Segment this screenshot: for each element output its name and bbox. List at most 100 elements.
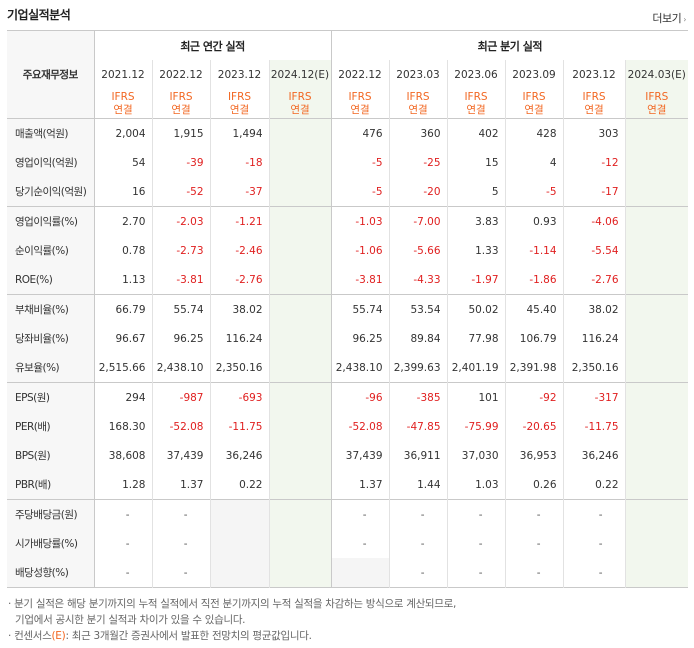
cell-quarter-2: 101 bbox=[446, 382, 506, 412]
note-3-prefix: · 컨센서스 bbox=[8, 630, 52, 642]
period-quarter-0: 2022.12 bbox=[330, 60, 390, 89]
cell-annual-3 bbox=[268, 353, 332, 383]
cell-quarter-4: 116.24 bbox=[562, 324, 626, 353]
cell-quarter-1: - bbox=[388, 529, 448, 558]
ifrs-bottom: 연결 bbox=[229, 103, 250, 116]
cell-quarter-5 bbox=[624, 294, 689, 324]
cell-quarter-0: 476 bbox=[330, 118, 390, 148]
cell-annual-1: 2,438.10 bbox=[151, 353, 210, 383]
cell-annual-3 bbox=[268, 529, 332, 558]
cell-quarter-2: 3.83 bbox=[446, 206, 506, 236]
cell-quarter-2: 50.02 bbox=[446, 294, 506, 324]
cell-quarter-0: -5 bbox=[330, 177, 390, 207]
cell-quarter-0: 1.37 bbox=[330, 470, 390, 500]
cell-annual-0: 2.70 bbox=[93, 206, 152, 236]
footnotes: · 분기 실적은 해당 분기까지의 누적 실적에서 직전 분기까지의 누적 실적… bbox=[8, 596, 688, 644]
more-link[interactable]: 더보기 › bbox=[652, 10, 686, 26]
ifrs-top: IFRS bbox=[288, 90, 312, 103]
row-label: EPS(원) bbox=[7, 382, 94, 412]
note-line-3: · 컨센서스(E): 최근 3개월간 증권사에서 발표한 전망치의 평균값입니다… bbox=[8, 628, 688, 644]
cell-quarter-5 bbox=[624, 324, 689, 353]
cell-annual-2: -37 bbox=[209, 177, 269, 207]
cell-annual-0: 54 bbox=[93, 148, 152, 177]
cell-quarter-5 bbox=[624, 441, 689, 470]
ifrs-bottom: 연결 bbox=[290, 103, 310, 116]
cell-annual-1: -2.03 bbox=[151, 206, 210, 236]
cell-quarter-5 bbox=[624, 558, 689, 588]
ifrs-bottom: 연결 bbox=[350, 103, 370, 116]
cell-quarter-0: - bbox=[330, 499, 390, 529]
cell-annual-0: 2,004 bbox=[93, 118, 152, 148]
note-3-suffix: : 최근 3개월간 증권사에서 발표한 전망치의 평균값입니다. bbox=[65, 630, 312, 642]
period-annual-1: 2022.12 bbox=[151, 60, 210, 89]
cell-quarter-0: -52.08 bbox=[330, 412, 390, 441]
ifrs-label: IFRS 연결 bbox=[209, 89, 269, 119]
cell-quarter-5 bbox=[624, 353, 689, 383]
cell-annual-0: - bbox=[93, 499, 152, 529]
cell-annual-0: 16 bbox=[93, 177, 152, 207]
cell-quarter-1: -5.66 bbox=[388, 236, 448, 265]
cell-quarter-5 bbox=[624, 206, 689, 236]
cell-quarter-5 bbox=[624, 529, 689, 558]
ifrs-top: IFRS bbox=[227, 90, 252, 103]
cell-quarter-2: 77.98 bbox=[446, 324, 506, 353]
cell-quarter-5 bbox=[624, 148, 689, 177]
ifrs-top: IFRS bbox=[464, 90, 488, 103]
cell-quarter-1: 53.54 bbox=[388, 294, 448, 324]
table-row: 매출액(억원) 2,004 1,915 1,494 476 360 402 428 303 bbox=[7, 118, 689, 148]
cell-quarter-0: 37,439 bbox=[330, 441, 390, 470]
cell-quarter-1: -47.85 bbox=[388, 412, 448, 441]
cell-quarter-2: 15 bbox=[446, 148, 506, 177]
cell-annual-2: 1,494 bbox=[209, 118, 269, 148]
cell-annual-2: 36,246 bbox=[209, 441, 269, 470]
cell-quarter-3: 0.26 bbox=[504, 470, 564, 500]
cell-annual-2: 2,350.16 bbox=[209, 353, 269, 383]
table-row: 유보율(%) 2,515.66 2,438.10 2,350.16 2,438.10 2,… bbox=[7, 353, 689, 383]
ifrs-top: IFRS bbox=[111, 90, 135, 103]
cell-quarter-0: -1.06 bbox=[330, 236, 390, 265]
cell-quarter-4: -5.54 bbox=[562, 236, 626, 265]
cell-quarter-2: - bbox=[446, 558, 506, 588]
cell-quarter-1: -7.00 bbox=[388, 206, 448, 236]
ifrs-bottom: 연결 bbox=[171, 103, 191, 116]
cell-quarter-5 bbox=[624, 118, 689, 148]
cell-annual-3 bbox=[268, 177, 332, 207]
cell-quarter-5 bbox=[624, 382, 689, 412]
more-label: 더보기 bbox=[652, 12, 682, 25]
cell-quarter-1: - bbox=[388, 558, 448, 588]
ifrs-label: IFRS 연결 bbox=[388, 89, 448, 119]
cell-annual-2 bbox=[209, 529, 269, 558]
cell-quarter-3: 0.93 bbox=[504, 206, 564, 236]
cell-annual-0: 0.78 bbox=[93, 236, 152, 265]
row-label: 시가배당률(%) bbox=[7, 529, 94, 558]
cell-annual-0: 96.67 bbox=[93, 324, 152, 353]
cell-quarter-4: -11.75 bbox=[562, 412, 626, 441]
cell-quarter-3: -92 bbox=[504, 382, 564, 412]
cell-quarter-0: -96 bbox=[330, 382, 390, 412]
cell-annual-2 bbox=[209, 558, 269, 588]
cell-annual-1: -987 bbox=[151, 382, 210, 412]
row-label: 매출액(억원) bbox=[7, 118, 94, 148]
cell-quarter-3: 45.40 bbox=[504, 294, 564, 324]
cell-annual-3 bbox=[268, 412, 332, 441]
cell-annual-2: 0.22 bbox=[209, 470, 269, 500]
cell-annual-3 bbox=[268, 382, 332, 412]
note-line-1: · 분기 실적은 해당 분기까지의 누적 실적에서 직전 분기까지의 누적 실적… bbox=[8, 598, 457, 610]
cell-annual-1: 55.74 bbox=[151, 294, 210, 324]
row-label: 영업이익률(%) bbox=[7, 206, 94, 236]
ifrs-top: IFRS bbox=[522, 90, 546, 103]
cell-annual-2: -1.21 bbox=[209, 206, 269, 236]
cell-annual-1: - bbox=[151, 499, 210, 529]
table-row: PER(배) 168.30 -52.08 -11.75 -52.08 -47.85 -75.… bbox=[7, 412, 689, 441]
cell-annual-1: -2.73 bbox=[151, 236, 210, 265]
ifrs-top: IFRS bbox=[169, 90, 193, 103]
ifrs-top: IFRS bbox=[645, 90, 669, 103]
table-row: PBR(배) 1.28 1.37 0.22 1.37 1.44 1.03 0.26 0.22 bbox=[7, 470, 689, 500]
cell-annual-3 bbox=[268, 470, 332, 500]
period-quarter-1: 2023.03 bbox=[388, 60, 448, 89]
cell-annual-0: - bbox=[93, 529, 152, 558]
table-row: ROE(%) 1.13 -3.81 -2.76 -3.81 -4.33 -1.97 -1.86… bbox=[7, 265, 689, 295]
cell-quarter-1: 2,399.63 bbox=[388, 353, 448, 383]
ifrs-label: IFRS 연결 bbox=[504, 89, 564, 119]
cell-quarter-2: - bbox=[446, 529, 506, 558]
